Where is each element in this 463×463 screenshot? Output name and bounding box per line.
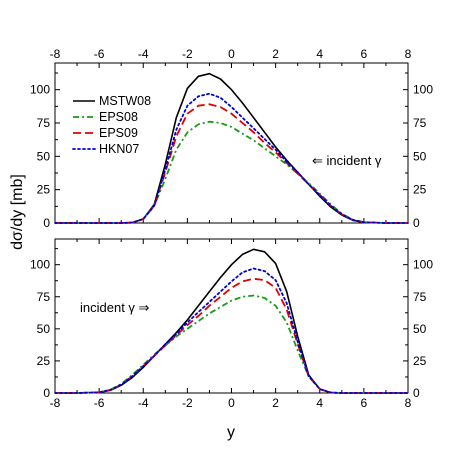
- y-tick-label-left: 75: [37, 116, 51, 130]
- legend-label-mstw08: MSTW08: [99, 94, 151, 108]
- x-tick-label: -4: [138, 47, 149, 61]
- y-axis-title: dσ/dy [mb]: [9, 174, 26, 250]
- x-tick-label: 8: [405, 47, 412, 61]
- y-tick-label-left: 0: [43, 216, 50, 230]
- x-tick-label: 2: [272, 47, 279, 61]
- y-tick-label-right: 0: [413, 216, 420, 230]
- y-tick-label-left: 25: [37, 354, 51, 368]
- series-line-hkn07: [54, 267, 409, 394]
- x-tick-label: 6: [361, 47, 368, 61]
- panel-top: -8 -6 -4 -2 0 2 4 6 8 0 0 25 25 50 50 75 75 100 100 ⇐ incid…: [30, 47, 433, 230]
- y-tick-label-left: 100: [30, 83, 50, 97]
- series-line-mstw08: [55, 248, 408, 394]
- legend-label-eps09: EPS09: [99, 126, 138, 140]
- x-tick-label: 0: [228, 47, 235, 61]
- x-tick-label: -6: [94, 396, 105, 410]
- x-tick-label: 4: [316, 47, 323, 61]
- x-tick-label: 4: [316, 396, 323, 410]
- series-line-eps09: [55, 277, 408, 394]
- y-tick-label-right: 50: [413, 322, 427, 336]
- y-tick-label-right: 25: [413, 183, 427, 197]
- y-tick-label-left: 0: [43, 386, 50, 400]
- legend-label-eps08: EPS08: [99, 110, 138, 124]
- y-tick-label-left: 25: [37, 183, 51, 197]
- x-tick-label: 2: [272, 396, 279, 410]
- legend-label-hkn07: HKN07: [99, 142, 139, 156]
- x-tick-label: -2: [182, 396, 193, 410]
- x-tick-label: -4: [138, 396, 149, 410]
- x-tick-label: -6: [94, 47, 105, 61]
- incident-annotation: incident γ ⇒: [80, 300, 150, 315]
- y-tick-label-left: 75: [37, 290, 51, 304]
- x-tick-label: 6: [361, 396, 368, 410]
- x-tick-label: -2: [182, 47, 193, 61]
- x-axis-title: y: [227, 424, 235, 441]
- y-tick-label-right: 100: [413, 83, 433, 97]
- y-tick-label-left: 50: [37, 149, 51, 163]
- incident-annotation: ⇐ incident γ: [312, 153, 382, 168]
- y-tick-label-right: 50: [413, 149, 427, 163]
- x-tick-label: -8: [50, 47, 61, 61]
- y-tick-label-left: 50: [37, 322, 51, 336]
- x-tick-label: 0: [228, 396, 235, 410]
- y-tick-label-right: 75: [413, 116, 427, 130]
- y-tick-label-right: 25: [413, 354, 427, 368]
- x-tick-label: -8: [50, 396, 61, 410]
- y-tick-label-right: 75: [413, 290, 427, 304]
- x-tick-label: 8: [405, 396, 412, 410]
- legend: MSTW08 EPS08 EPS09 HKN07: [72, 94, 151, 156]
- y-tick-label-right: 0: [413, 386, 420, 400]
- series-line-hkn07: [54, 92, 409, 224]
- y-tick-label-right: 100: [413, 258, 433, 272]
- plot-frame: [54, 238, 409, 394]
- y-tick-label-left: 100: [30, 258, 50, 272]
